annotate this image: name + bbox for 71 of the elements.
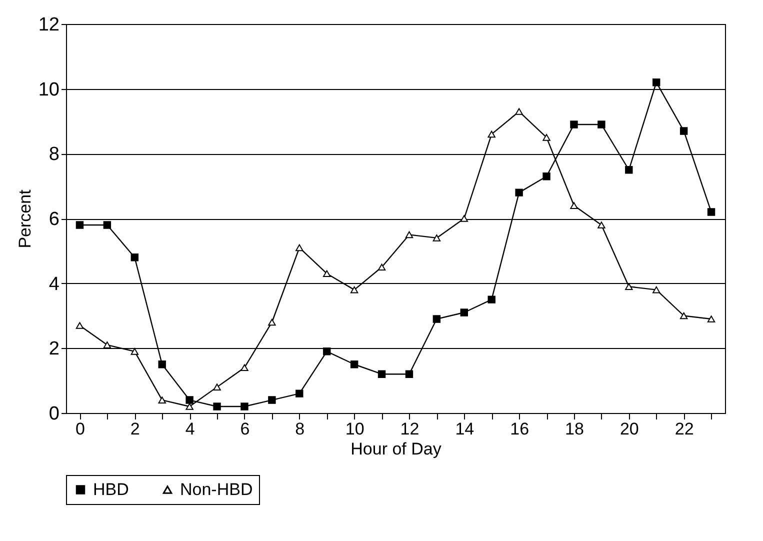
- y-tick-label: 12: [38, 14, 60, 36]
- point: [515, 108, 523, 115]
- point: [268, 396, 276, 404]
- point: [598, 222, 606, 228]
- legend-label: Non-HBD: [180, 480, 253, 499]
- x-tick-label: 14: [455, 420, 474, 438]
- point: [625, 283, 633, 290]
- point: [240, 364, 248, 372]
- point: [76, 221, 84, 229]
- point: [598, 120, 606, 128]
- x-tick-label: 10: [345, 420, 364, 438]
- point: [488, 130, 496, 138]
- point: [625, 166, 633, 174]
- point: [378, 370, 386, 378]
- point: [488, 296, 496, 304]
- point: [296, 244, 304, 252]
- y-tick-label: 0: [48, 404, 60, 424]
- point: [103, 342, 112, 348]
- x-axis-title: Hour of Day: [350, 440, 442, 458]
- point: [405, 231, 414, 238]
- point: [268, 318, 276, 326]
- point: [103, 221, 112, 229]
- x-tick-label: 18: [565, 420, 584, 438]
- point: [707, 208, 716, 216]
- point: [323, 270, 331, 278]
- point: [432, 234, 441, 242]
- point: [213, 384, 221, 390]
- point: [76, 322, 84, 329]
- x-tick-label: 0: [75, 420, 85, 438]
- point: [186, 396, 194, 404]
- point: [350, 286, 358, 294]
- point: [158, 396, 166, 404]
- point: [460, 215, 468, 222]
- point: [652, 286, 660, 294]
- y-tick-label: 10: [38, 79, 60, 100]
- x-tick-label: 2: [130, 420, 140, 438]
- point: [213, 402, 221, 410]
- y-tick-label: 2: [48, 338, 60, 360]
- point: [130, 348, 138, 355]
- point: [323, 348, 331, 356]
- x-tick-label: 22: [674, 420, 694, 438]
- point: [707, 316, 716, 322]
- x-tick-label: 20: [620, 420, 639, 438]
- point: [186, 403, 194, 410]
- point: [515, 188, 523, 196]
- point: [240, 402, 248, 410]
- y-axis-title: Percent: [15, 189, 34, 248]
- y-tick-label: 6: [48, 209, 60, 230]
- point: [432, 315, 441, 323]
- y-tick-label: 8: [48, 144, 60, 166]
- point: [405, 370, 414, 378]
- point: [570, 202, 578, 209]
- x-tick-label: 6: [240, 420, 250, 438]
- point: [296, 390, 304, 398]
- point: [460, 308, 468, 316]
- point: [570, 120, 578, 128]
- point: [680, 127, 688, 135]
- point: [378, 264, 386, 271]
- x-tick-label: 16: [510, 420, 530, 438]
- point: [680, 312, 688, 320]
- point: [542, 172, 550, 180]
- x-tick-label: 4: [185, 420, 195, 438]
- point: [652, 78, 660, 86]
- point: [350, 360, 358, 368]
- y-tick-label: 4: [48, 274, 60, 295]
- point: [130, 254, 138, 262]
- point: [542, 134, 550, 141]
- legend-label: HBD: [93, 480, 129, 499]
- point: [158, 360, 166, 368]
- x-tick-label: 12: [400, 420, 420, 438]
- x-tick-label: 8: [295, 420, 305, 438]
